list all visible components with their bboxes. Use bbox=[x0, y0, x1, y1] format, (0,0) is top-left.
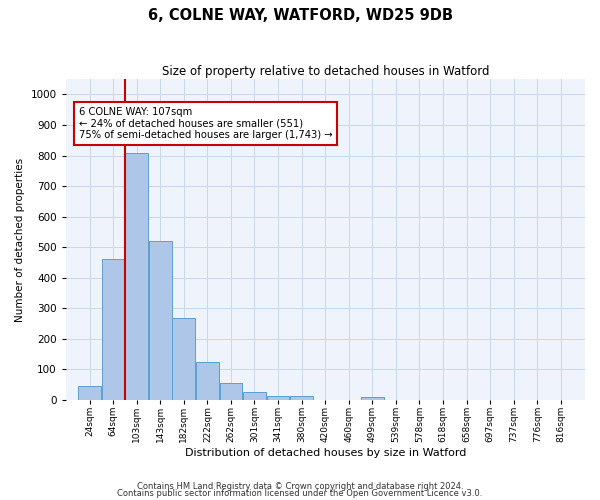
Title: Size of property relative to detached houses in Watford: Size of property relative to detached ho… bbox=[161, 65, 489, 78]
X-axis label: Distribution of detached houses by size in Watford: Distribution of detached houses by size … bbox=[185, 448, 466, 458]
Text: Contains public sector information licensed under the Open Government Licence v3: Contains public sector information licen… bbox=[118, 490, 482, 498]
Bar bbox=[196, 362, 219, 400]
Bar bbox=[149, 241, 172, 400]
Bar bbox=[243, 392, 266, 400]
Text: 6, COLNE WAY, WATFORD, WD25 9DB: 6, COLNE WAY, WATFORD, WD25 9DB bbox=[148, 8, 452, 22]
Bar bbox=[290, 396, 313, 400]
Bar bbox=[220, 383, 242, 400]
Bar bbox=[101, 260, 125, 400]
Bar bbox=[125, 153, 148, 400]
Text: 6 COLNE WAY: 107sqm
← 24% of detached houses are smaller (551)
75% of semi-detac: 6 COLNE WAY: 107sqm ← 24% of detached ho… bbox=[79, 106, 332, 140]
Bar bbox=[78, 386, 101, 400]
Bar bbox=[361, 397, 384, 400]
Bar bbox=[266, 396, 289, 400]
Text: Contains HM Land Registry data © Crown copyright and database right 2024.: Contains HM Land Registry data © Crown c… bbox=[137, 482, 463, 491]
Y-axis label: Number of detached properties: Number of detached properties bbox=[15, 158, 25, 322]
Bar bbox=[172, 318, 196, 400]
